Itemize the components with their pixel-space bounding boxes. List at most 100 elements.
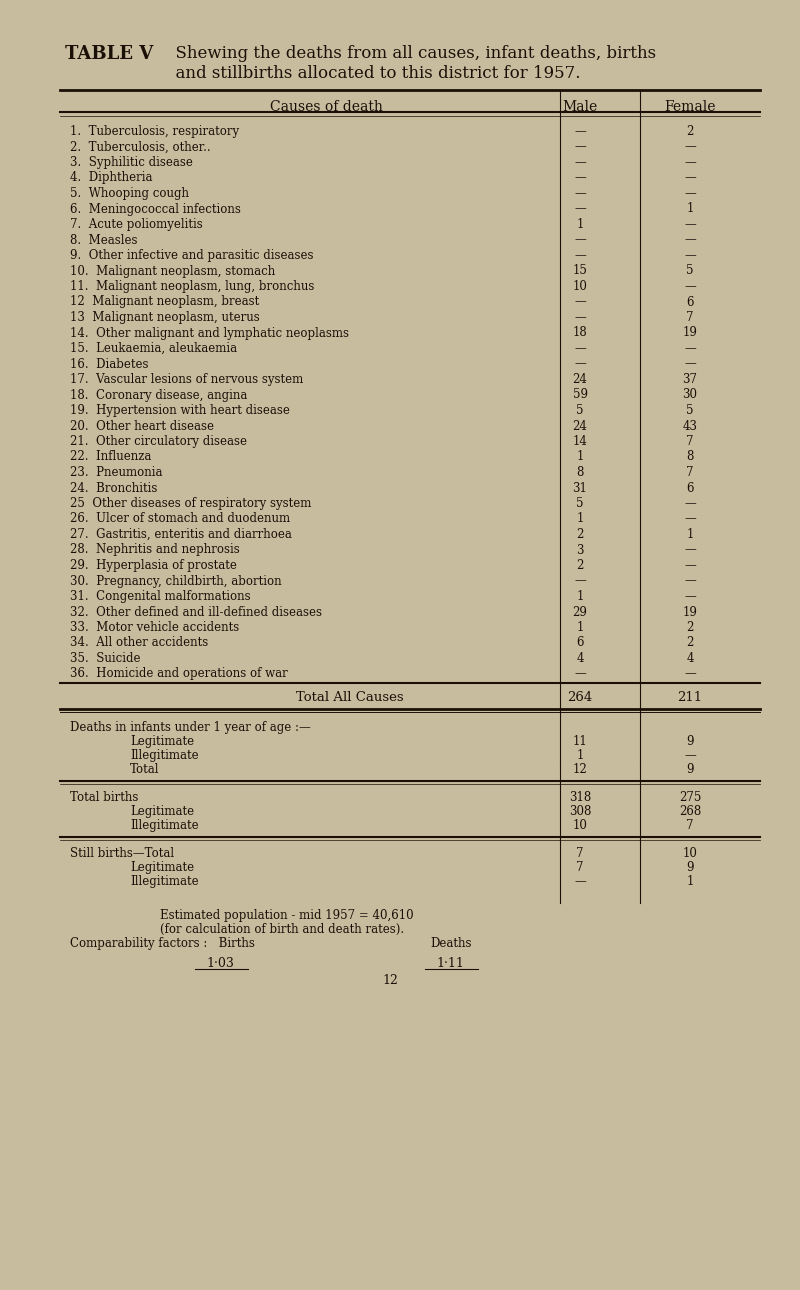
Text: —: — bbox=[684, 574, 696, 587]
Text: 33.  Motor vehicle accidents: 33. Motor vehicle accidents bbox=[70, 620, 239, 633]
Text: 10: 10 bbox=[682, 848, 698, 860]
Text: —: — bbox=[574, 295, 586, 308]
Text: 9: 9 bbox=[686, 735, 694, 748]
Text: 25  Other diseases of respiratory system: 25 Other diseases of respiratory system bbox=[70, 497, 311, 510]
Text: 37: 37 bbox=[682, 373, 698, 386]
Text: 15: 15 bbox=[573, 264, 587, 277]
Text: 7.  Acute poliomyelitis: 7. Acute poliomyelitis bbox=[70, 218, 202, 231]
Text: 28.  Nephritis and nephrosis: 28. Nephritis and nephrosis bbox=[70, 543, 240, 556]
Text: 43: 43 bbox=[682, 419, 698, 432]
Text: 19: 19 bbox=[682, 326, 698, 339]
Text: 24: 24 bbox=[573, 419, 587, 432]
Text: 7: 7 bbox=[576, 860, 584, 875]
Text: 14.  Other malignant and lymphatic neoplasms: 14. Other malignant and lymphatic neopla… bbox=[70, 326, 349, 339]
Text: —: — bbox=[684, 156, 696, 169]
Text: TABLE V: TABLE V bbox=[65, 45, 154, 63]
Text: 268: 268 bbox=[679, 805, 701, 818]
Text: 11.  Malignant neoplasm, lung, bronchus: 11. Malignant neoplasm, lung, bronchus bbox=[70, 280, 314, 293]
Text: 7: 7 bbox=[686, 466, 694, 479]
Text: 6: 6 bbox=[576, 636, 584, 649]
Text: —: — bbox=[574, 574, 586, 587]
Text: Deaths: Deaths bbox=[430, 937, 471, 949]
Text: 3: 3 bbox=[576, 543, 584, 556]
Text: 12  Malignant neoplasm, breast: 12 Malignant neoplasm, breast bbox=[70, 295, 259, 308]
Text: —: — bbox=[574, 342, 586, 355]
Text: Total births: Total births bbox=[70, 791, 138, 804]
Text: —: — bbox=[574, 141, 586, 154]
Text: 211: 211 bbox=[678, 691, 702, 704]
Text: —: — bbox=[684, 667, 696, 681]
Text: 13  Malignant neoplasm, uterus: 13 Malignant neoplasm, uterus bbox=[70, 311, 260, 324]
Text: 19: 19 bbox=[682, 605, 698, 618]
Text: 6.  Meningococcal infections: 6. Meningococcal infections bbox=[70, 203, 241, 215]
Text: 31: 31 bbox=[573, 481, 587, 494]
Text: 5: 5 bbox=[576, 497, 584, 510]
Text: —: — bbox=[684, 559, 696, 571]
Text: 1: 1 bbox=[576, 620, 584, 633]
Text: 318: 318 bbox=[569, 791, 591, 804]
Text: —: — bbox=[574, 249, 586, 262]
Text: 1: 1 bbox=[576, 749, 584, 762]
Text: 1: 1 bbox=[686, 528, 694, 541]
Text: 29: 29 bbox=[573, 605, 587, 618]
Text: 8: 8 bbox=[686, 450, 694, 463]
Text: —: — bbox=[684, 512, 696, 525]
Text: 6: 6 bbox=[686, 481, 694, 494]
Text: 2: 2 bbox=[686, 636, 694, 649]
Text: —: — bbox=[684, 141, 696, 154]
Text: 1: 1 bbox=[576, 512, 584, 525]
Text: —: — bbox=[684, 342, 696, 355]
Text: —: — bbox=[574, 125, 586, 138]
Text: 3.  Syphilitic disease: 3. Syphilitic disease bbox=[70, 156, 193, 169]
Text: —: — bbox=[684, 280, 696, 293]
Text: —: — bbox=[574, 875, 586, 888]
Text: 1: 1 bbox=[576, 218, 584, 231]
Text: 11: 11 bbox=[573, 735, 587, 748]
Text: 26.  Ulcer of stomach and duodenum: 26. Ulcer of stomach and duodenum bbox=[70, 512, 290, 525]
Text: 12: 12 bbox=[573, 762, 587, 777]
Text: 5: 5 bbox=[686, 264, 694, 277]
Text: 10.  Malignant neoplasm, stomach: 10. Malignant neoplasm, stomach bbox=[70, 264, 275, 277]
Text: —: — bbox=[684, 218, 696, 231]
Text: Illegitimate: Illegitimate bbox=[130, 749, 198, 762]
Text: 7: 7 bbox=[576, 848, 584, 860]
Text: 9.  Other infective and parasitic diseases: 9. Other infective and parasitic disease… bbox=[70, 249, 314, 262]
Text: 32.  Other defined and ill-defined diseases: 32. Other defined and ill-defined diseas… bbox=[70, 605, 322, 618]
Text: 24.  Bronchitis: 24. Bronchitis bbox=[70, 481, 158, 494]
Text: 4.  Diphtheria: 4. Diphtheria bbox=[70, 172, 153, 184]
Text: Estimated population - mid 1957 = 40,610: Estimated population - mid 1957 = 40,610 bbox=[160, 909, 414, 922]
Text: —: — bbox=[574, 233, 586, 246]
Text: —: — bbox=[684, 543, 696, 556]
Text: —: — bbox=[574, 156, 586, 169]
Text: 31.  Congenital malformations: 31. Congenital malformations bbox=[70, 590, 250, 602]
Text: —: — bbox=[684, 233, 696, 246]
Text: 7: 7 bbox=[686, 435, 694, 448]
Text: 12: 12 bbox=[382, 974, 398, 987]
Text: Illegitimate: Illegitimate bbox=[130, 819, 198, 832]
Text: 27.  Gastritis, enteritis and diarrhoea: 27. Gastritis, enteritis and diarrhoea bbox=[70, 528, 292, 541]
Text: 59: 59 bbox=[573, 388, 587, 401]
Text: 35.  Suicide: 35. Suicide bbox=[70, 651, 141, 666]
Text: —: — bbox=[684, 172, 696, 184]
Text: Illegitimate: Illegitimate bbox=[130, 875, 198, 888]
Text: 1: 1 bbox=[686, 875, 694, 888]
Text: 1·11: 1·11 bbox=[436, 957, 464, 970]
Text: (for calculation of birth and death rates).: (for calculation of birth and death rate… bbox=[160, 924, 404, 937]
Text: 36.  Homicide and operations of war: 36. Homicide and operations of war bbox=[70, 667, 288, 681]
Text: 6: 6 bbox=[686, 295, 694, 308]
Text: and stillbirths allocated to this district for 1957.: and stillbirths allocated to this distri… bbox=[165, 64, 581, 83]
Text: —: — bbox=[684, 249, 696, 262]
Text: 275: 275 bbox=[679, 791, 701, 804]
Text: 9: 9 bbox=[686, 762, 694, 777]
Text: —: — bbox=[574, 357, 586, 370]
Text: Legitimate: Legitimate bbox=[130, 805, 194, 818]
Text: Total: Total bbox=[130, 762, 159, 777]
Text: Deaths in infants under 1 year of age :—: Deaths in infants under 1 year of age :— bbox=[70, 721, 310, 734]
Text: 8: 8 bbox=[576, 466, 584, 479]
Text: 2: 2 bbox=[686, 125, 694, 138]
Text: Still births—Total: Still births—Total bbox=[70, 848, 174, 860]
Text: 8.  Measles: 8. Measles bbox=[70, 233, 138, 246]
Text: —: — bbox=[684, 497, 696, 510]
Text: 30.  Pregnancy, childbirth, abortion: 30. Pregnancy, childbirth, abortion bbox=[70, 574, 282, 587]
Text: 1·03: 1·03 bbox=[206, 957, 234, 970]
